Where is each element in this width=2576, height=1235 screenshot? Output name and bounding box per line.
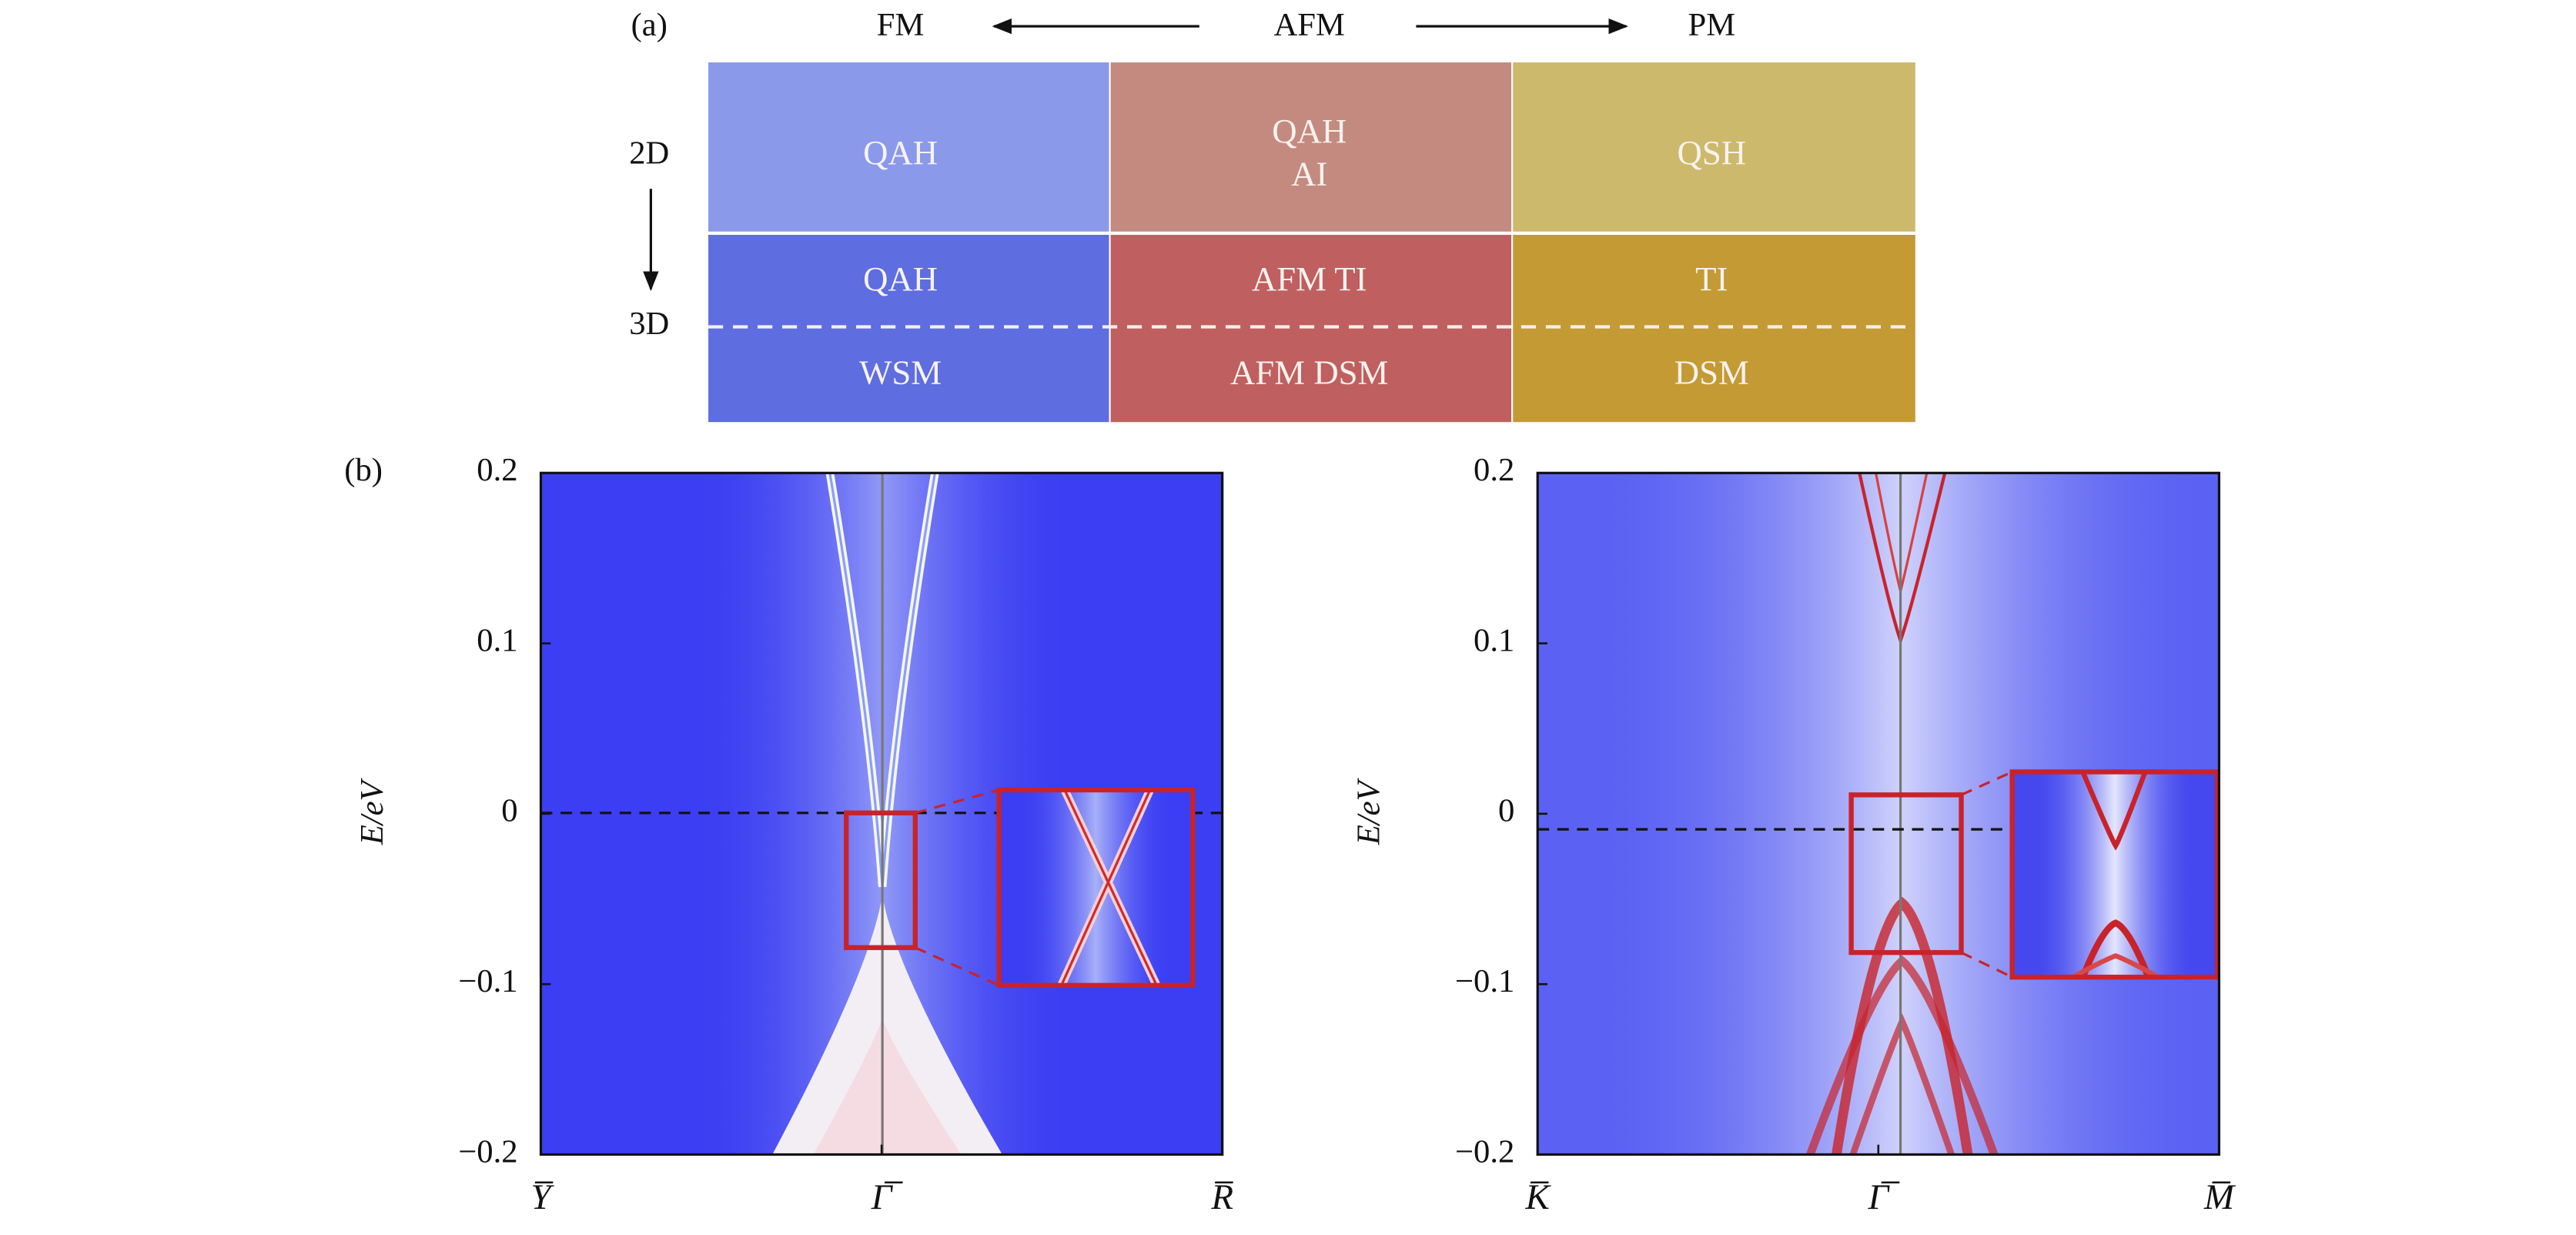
y-tick-label: 0 [1498, 793, 1514, 829]
cell [708, 235, 1109, 423]
panel-label: (b) [344, 452, 383, 488]
x-tick-label: Γ̅ [871, 1177, 904, 1217]
x-tick-label: M̅ [2203, 1177, 2236, 1217]
cell-label: TI [1695, 259, 1728, 298]
cell-label: QAH [863, 259, 938, 298]
cell-label: DSM [1674, 353, 1749, 392]
column-label: FM [877, 7, 925, 43]
cell [1513, 62, 1915, 232]
panel-label: (a) [631, 7, 667, 43]
y-axis-label: E/eV [354, 777, 390, 845]
y-tick-label: −0.2 [1455, 1133, 1514, 1170]
y-tick-label: 0.2 [477, 452, 517, 488]
cell-label: AFM TI [1252, 259, 1367, 298]
cell-label: AFM DSM [1230, 353, 1388, 392]
y-tick-label: 0.1 [477, 622, 517, 658]
row-label: 2D [629, 135, 669, 171]
cell [1513, 235, 1915, 423]
cell [1110, 62, 1512, 232]
row-label: 3D [629, 306, 669, 342]
y-tick-label: 0.1 [1474, 622, 1514, 658]
y-tick-label: −0.1 [1455, 963, 1514, 999]
cell-label: AI [1291, 155, 1327, 193]
y-tick-label: 0 [501, 793, 517, 829]
x-tick-label: Y̅ [530, 1177, 554, 1217]
cell-label: QAH [863, 133, 938, 172]
x-tick-label: Γ̅ [1867, 1177, 1900, 1217]
inset [999, 789, 1193, 986]
column-label: AFM [1274, 7, 1345, 43]
inset [2012, 771, 2218, 978]
y-axis-label: E/eV [1351, 777, 1387, 845]
cell [1110, 235, 1512, 423]
y-tick-label: −0.2 [458, 1133, 517, 1170]
cell-label: QAH [1272, 112, 1347, 150]
x-tick-label: R̅ [1210, 1177, 1233, 1217]
zoom-marks [1848, 769, 2220, 980]
x-tick-label: K̅ [1525, 1177, 1552, 1217]
panel-a [643, 18, 1915, 423]
y-tick-label: −0.1 [458, 963, 517, 999]
column-label: PM [1688, 7, 1735, 43]
cell [708, 62, 1109, 232]
y-tick-label: 0.2 [1474, 452, 1514, 488]
zoom-marks [844, 787, 1196, 988]
cell-label: WSM [859, 353, 942, 392]
cell-label: QSH [1678, 133, 1747, 172]
